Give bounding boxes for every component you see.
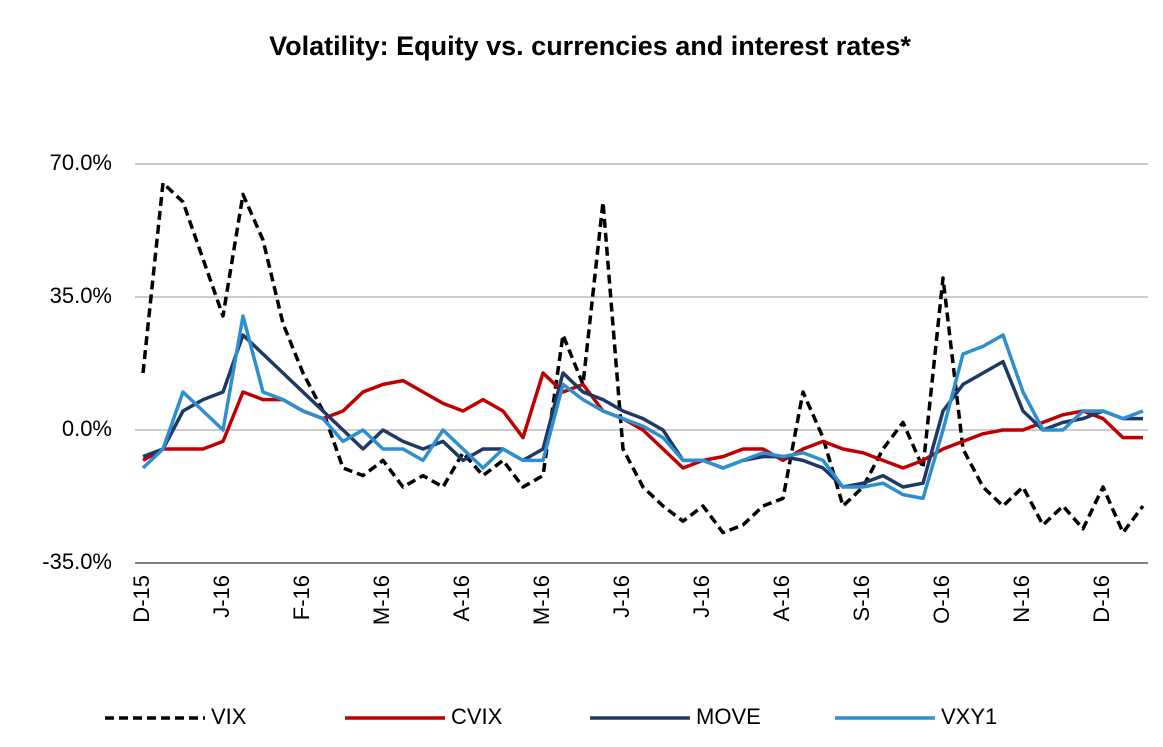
series-line (141, 314, 1144, 501)
x-tick-label: A-16 (449, 575, 474, 621)
x-tick-label: J-16 (609, 575, 634, 618)
x-tick-label: D-16 (1089, 575, 1114, 623)
legend-label: MOVE (696, 704, 761, 729)
x-tick-label: M-16 (529, 575, 554, 625)
series-line (141, 181, 1145, 535)
series-line (142, 333, 1143, 489)
x-tick-label: J-16 (209, 575, 234, 618)
chart-title: Volatility: Equity vs. currencies and in… (269, 31, 911, 61)
x-tick-label: O-16 (929, 575, 954, 624)
y-tick-label: 0.0% (62, 416, 112, 441)
y-tick-label: -35.0% (42, 549, 112, 574)
legend-label: VXY1 (941, 704, 997, 729)
legend-label: CVIX (451, 704, 503, 729)
x-tick-label: D-15 (129, 575, 154, 623)
legend-label: VIX (211, 704, 247, 729)
x-tick-label: J-16 (689, 575, 714, 618)
x-tick-label: M-16 (369, 575, 394, 625)
y-tick-label: 70.0% (50, 150, 112, 175)
x-tick-label: F-16 (289, 575, 314, 620)
x-tick-label: A-16 (769, 575, 794, 621)
x-tick-label: S-16 (849, 575, 874, 621)
y-tick-label: 35.0% (50, 283, 112, 308)
x-tick-label: N-16 (1009, 575, 1034, 623)
